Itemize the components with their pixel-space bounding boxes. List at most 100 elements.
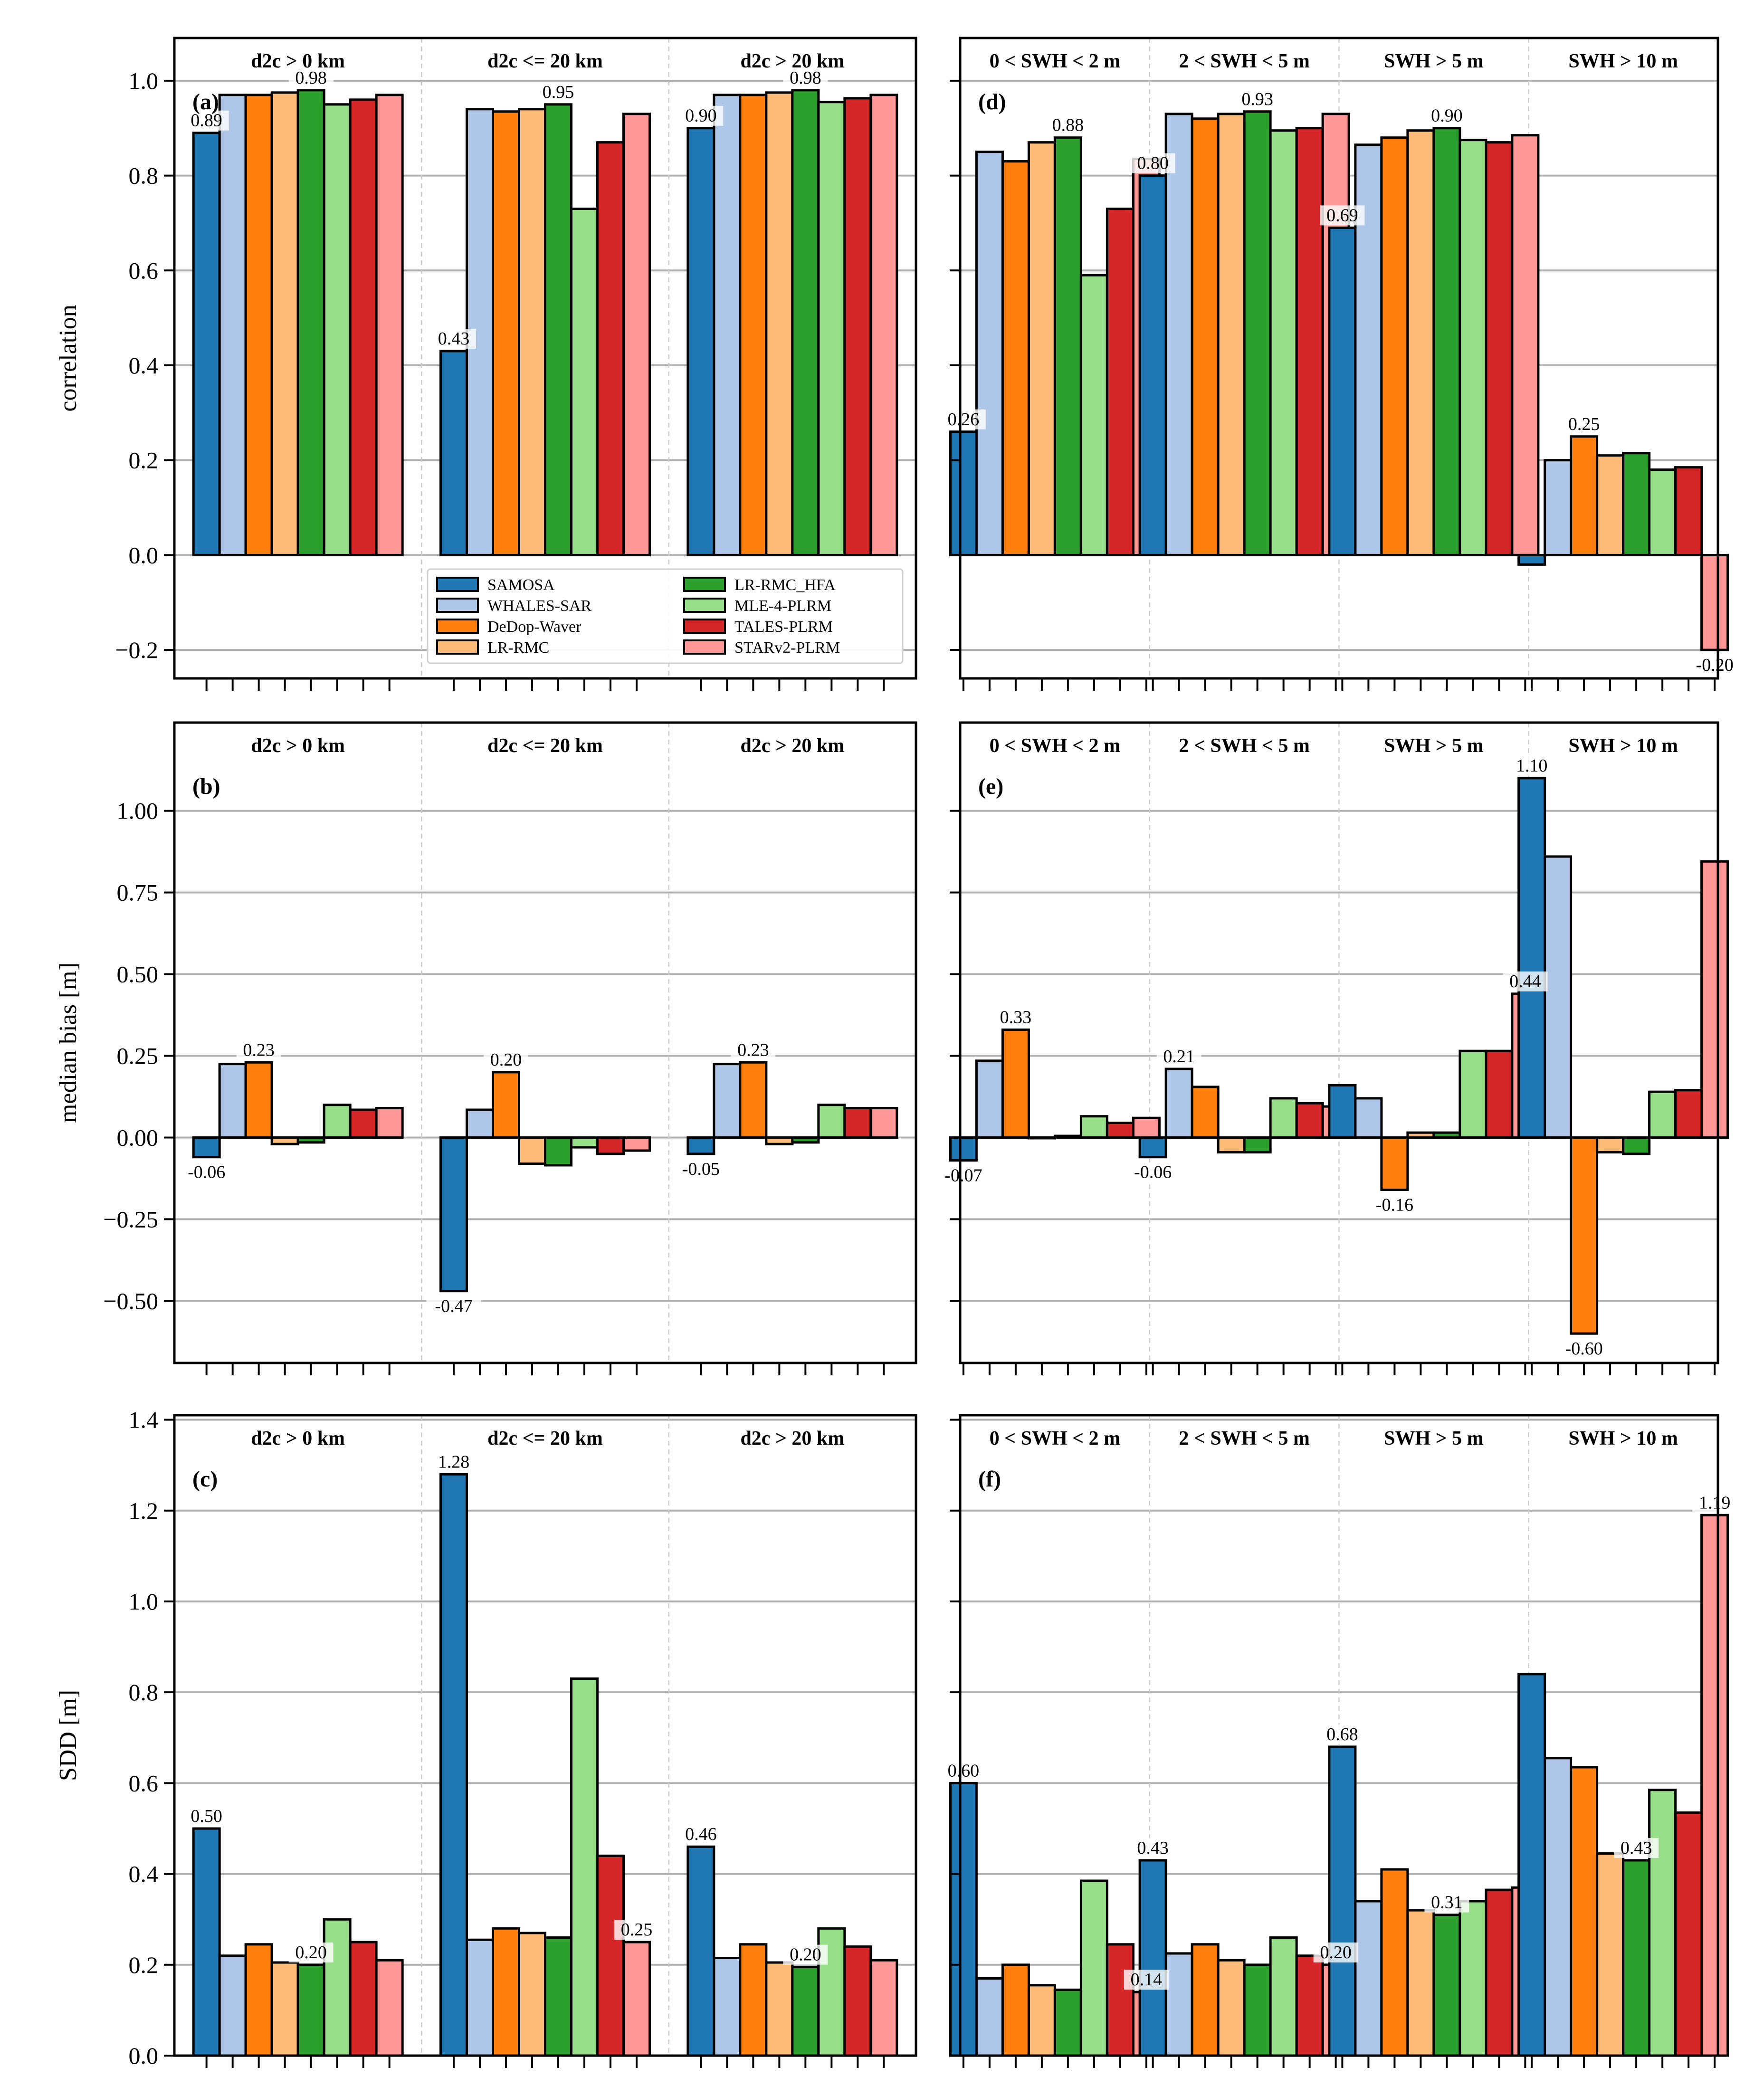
bar-LR-RMC_HFA: [791, 1136, 820, 1144]
data-label-bg: [426, 1296, 481, 1316]
data-label: 0.21: [1163, 1047, 1195, 1067]
data-label: 0.69: [1326, 205, 1358, 225]
bar-STARv2-PLRM: [375, 94, 404, 556]
bar-STARv2-PLRM: [1511, 134, 1540, 556]
bar-STARv2-PLRM: [622, 1941, 651, 2057]
group-title: 0 < SWH < 2 m: [990, 735, 1120, 757]
bar-TALES-PLRM: [1674, 1089, 1703, 1139]
data-label: 0.25: [621, 1920, 653, 1940]
data-label-bg: [1313, 1942, 1358, 1963]
bar-DeDop-Waver: [1001, 1963, 1030, 2057]
bar-TALES-PLRM: [349, 98, 378, 556]
bar-TALES-PLRM: [349, 1108, 378, 1139]
bar-STARv2-PLRM: [869, 1107, 898, 1139]
bar-TALES-PLRM: [1295, 1102, 1324, 1139]
y-tick-label: 0.8: [129, 162, 159, 189]
y-tick-label: 0.4: [129, 352, 159, 379]
data-label-bg: [1045, 115, 1090, 135]
bar-SAMOSA: [1517, 553, 1546, 566]
data-label: 0.44: [1509, 972, 1541, 991]
bar-LR-RMC_HFA: [791, 1966, 820, 2057]
bar-WHALES-SAR: [1164, 113, 1193, 556]
bar-WHALES-SAR: [218, 1954, 247, 2057]
data-label-bg: [1424, 105, 1469, 126]
bar-STARv2-PLRM: [375, 1959, 404, 2057]
bar-TALES-PLRM: [843, 97, 872, 556]
bar-WHALES-SAR: [1354, 1097, 1383, 1139]
group-title: d2c <= 20 km: [487, 1428, 603, 1449]
bar-LR-RMC: [1027, 1984, 1056, 2057]
bar-LR-RMC: [1596, 1852, 1625, 2057]
bar-TALES-PLRM: [596, 1136, 625, 1155]
bar-WHALES-SAR: [975, 151, 1004, 556]
bar-STARv2-PLRM: [1700, 860, 1729, 1139]
data-label-bg: [184, 1806, 229, 1826]
data-label-bg: [1509, 755, 1554, 776]
bar-MLE-4-PLRM: [323, 1918, 352, 2057]
y-tick-label: 0.2: [129, 447, 159, 474]
y-tick-label: 0.00: [117, 1124, 159, 1151]
bar-DeDop-Waver: [492, 1071, 520, 1139]
data-label-bg: [236, 1040, 281, 1060]
bar-MLE-4-PLRM: [1459, 1049, 1487, 1139]
legend-entry: DeDop-Waver: [487, 618, 582, 636]
panel-c: 0.50 0.20 1.28 0.25 0.46 0.20 d2c > 0 km d2c <=…: [55, 1407, 917, 2069]
bar-LR-RMC: [1406, 129, 1435, 556]
bar-DeDop-Waver: [1380, 1868, 1409, 2057]
bar-MLE-4-PLRM: [570, 1136, 599, 1149]
bar-DeDop-Waver: [1570, 1766, 1599, 2057]
bar-LR-RMC: [1027, 1136, 1056, 1140]
legend-swatch: [683, 598, 726, 613]
bar-LR-RMC: [270, 1136, 299, 1145]
data-label-bg: [1125, 1162, 1181, 1182]
bar-LR-RMC_HFA: [1622, 1859, 1651, 2057]
bar-LR-RMC: [1406, 1131, 1435, 1139]
bar-TALES-PLRM: [1674, 1811, 1703, 2057]
data-label-bg: [1614, 1838, 1659, 1858]
bar-LR-RMC_HFA: [544, 1136, 572, 1167]
data-label: -0.06: [1134, 1162, 1172, 1182]
bar-MLE-4-PLRM: [1269, 1936, 1298, 2057]
data-label-bg: [1130, 1838, 1175, 1858]
y-tick-label: 0.4: [129, 1861, 159, 1887]
bar-MLE-4-PLRM: [1079, 274, 1108, 556]
bar-LR-RMC_HFA: [544, 103, 572, 556]
data-label: 0.80: [1137, 153, 1169, 173]
bar-STARv2-PLRM: [622, 1136, 651, 1152]
data-label-bg: [1235, 89, 1280, 109]
group-title: 0 < SWH < 2 m: [990, 50, 1120, 72]
bar-STARv2-PLRM: [1700, 553, 1729, 651]
bar-TALES-PLRM: [596, 1854, 625, 2057]
bar-DeDop-Waver: [1191, 117, 1220, 556]
legend-entry: MLE-4-PLRM: [734, 597, 831, 615]
data-label: 0.46: [685, 1824, 717, 1844]
y-axis-label: SDD [m]: [55, 1690, 82, 1781]
data-label: 0.90: [685, 106, 717, 126]
group-title: SWH > 5 m: [1384, 1428, 1483, 1449]
bar-WHALES-SAR: [713, 1956, 742, 2057]
panel-label: (b): [192, 774, 220, 799]
bar-WHALES-SAR: [466, 1108, 494, 1139]
bar-SAMOSA: [949, 1136, 978, 1162]
legend-entry: SAMOSA: [487, 576, 555, 594]
y-tick-label: 0.2: [129, 1952, 159, 1978]
legend-swatch: [436, 577, 479, 592]
y-tick-label: 0.8: [129, 1679, 159, 1705]
bar-LR-RMC: [1217, 1959, 1246, 2057]
bar-WHALES-SAR: [975, 1977, 1004, 2057]
bar-LR-RMC: [1217, 1136, 1246, 1153]
group-title: d2c > 0 km: [251, 50, 345, 72]
data-label: 0.43: [1621, 1838, 1652, 1858]
data-label-bg: [614, 1919, 659, 1940]
bar-SAMOSA: [949, 1782, 978, 2057]
data-label: 0.20: [490, 1050, 522, 1070]
bar-SAMOSA: [1328, 1084, 1357, 1139]
legend-entry: LR-RMC: [487, 639, 549, 657]
bar-LR-RMC: [1406, 1909, 1435, 2057]
group-title: 2 < SWH < 5 m: [1179, 50, 1309, 72]
axes-frame: [173, 37, 917, 680]
data-label: 1.10: [1516, 756, 1548, 776]
data-label-bg: [1130, 153, 1175, 173]
bar-LR-RMC_HFA: [1053, 136, 1082, 556]
